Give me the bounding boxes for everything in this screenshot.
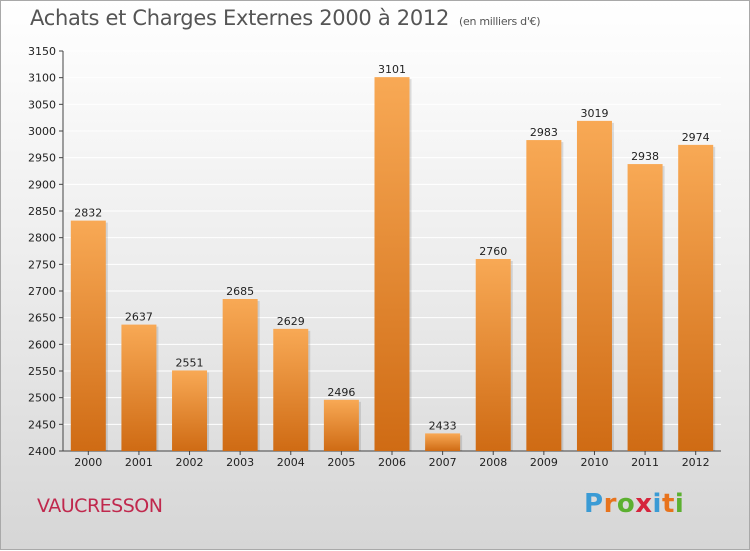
y-tick-label: 3050 [28, 98, 56, 111]
bar-value-label: 3101 [378, 63, 406, 76]
bar-value-label: 2433 [429, 419, 457, 432]
x-tick-label: 2005 [327, 456, 355, 469]
y-tick-label: 3000 [28, 125, 56, 138]
x-tick-label: 2011 [631, 456, 659, 469]
logo-letter: P [584, 489, 604, 519]
bar [576, 120, 612, 451]
bar-value-label: 2551 [176, 356, 204, 369]
bar-value-label: 2629 [277, 315, 305, 328]
x-tick-label: 2008 [479, 456, 507, 469]
y-tick-label: 2500 [28, 392, 56, 405]
y-tick-label: 2700 [28, 285, 56, 298]
bars [70, 77, 716, 452]
proxiti-logo: Proxiti [584, 489, 684, 519]
bar-value-label: 2496 [327, 386, 355, 399]
y-tick-label: 2450 [28, 418, 56, 431]
chart-title: Achats et Charges Externes 2000 à 2012 (e… [30, 6, 541, 30]
y-tick-label: 2850 [28, 205, 56, 218]
bar [475, 259, 511, 451]
y-tick-label: 2900 [28, 178, 56, 191]
y-tick-label: 2800 [28, 232, 56, 245]
x-tick-label: 2004 [277, 456, 305, 469]
y-tick-label: 2550 [28, 365, 56, 378]
logo-letter: x [635, 489, 653, 519]
bar [678, 144, 714, 451]
bar [172, 370, 208, 451]
x-tick-label: 2009 [530, 456, 558, 469]
logo-letter: r [603, 489, 617, 519]
bar [121, 324, 157, 451]
bar-value-label: 2938 [631, 150, 659, 163]
x-tick-label: 2007 [429, 456, 457, 469]
x-tick-label: 2000 [74, 456, 102, 469]
bar [526, 140, 562, 452]
x-tick-label: 2001 [125, 456, 153, 469]
y-tick-labels: 2400 2450 2500 2550 2600 2650 2700 2750 2800 2850… [28, 45, 56, 458]
y-tick-label: 2600 [28, 338, 56, 351]
y-tick-label: 2400 [28, 445, 56, 458]
logo-letter: i [674, 489, 685, 519]
x-tick-labels: 2000 2001 2002 2003 2004 2005 2006 2007 2008 2009… [74, 451, 710, 469]
bar [70, 220, 106, 451]
y-tick-label: 2950 [28, 152, 56, 165]
bar-value-label: 2983 [530, 126, 558, 139]
bar-value-label: 2832 [74, 207, 102, 220]
chart-subtitle: (en milliers d'€) [459, 15, 541, 28]
y-tick-label: 3150 [28, 45, 56, 58]
bar-value-label: 2637 [125, 311, 153, 324]
chart-title-text: Achats et Charges Externes 2000 à 2012 [30, 6, 450, 30]
bar-value-label: 2974 [682, 131, 710, 144]
bar [323, 399, 359, 451]
bar [374, 77, 410, 451]
x-tick-label: 2003 [226, 456, 254, 469]
y-tick-label: 2750 [28, 258, 56, 271]
x-tick-label: 2002 [176, 456, 204, 469]
x-tick-label: 2012 [682, 456, 710, 469]
bar [627, 164, 663, 452]
logo-letter: o [616, 489, 636, 519]
y-tick-label: 3100 [28, 72, 56, 85]
logo-letter: i [652, 489, 662, 519]
bar-value-label: 3019 [580, 107, 608, 120]
x-tick-label: 2010 [580, 456, 608, 469]
bar-value-label: 2685 [226, 285, 254, 298]
y-tick-label: 2650 [28, 312, 56, 325]
location-label: VAUCRESSON [37, 495, 163, 517]
bar [425, 433, 461, 451]
value-labels: 2832 2637 2551 2685 2629 2496 3101 2433 2760 2983… [74, 63, 709, 432]
logo-letter: t [661, 489, 675, 519]
bar-value-label: 2760 [479, 245, 507, 258]
bar [273, 328, 309, 451]
x-tick-label: 2006 [378, 456, 406, 469]
bar [222, 299, 258, 451]
